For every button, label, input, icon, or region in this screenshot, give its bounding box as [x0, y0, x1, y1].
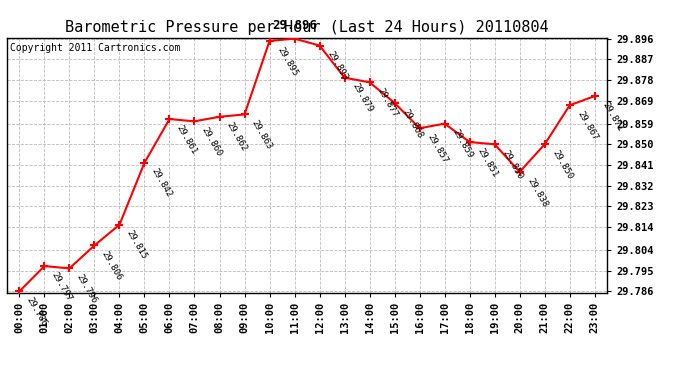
Text: 29.842: 29.842	[150, 167, 174, 199]
Text: 29.857: 29.857	[425, 132, 449, 165]
Text: 29.867: 29.867	[575, 110, 599, 142]
Text: 29.860: 29.860	[200, 126, 224, 158]
Text: 29.815: 29.815	[125, 229, 149, 261]
Text: 29.896: 29.896	[272, 19, 317, 32]
Text: 29.879: 29.879	[350, 82, 374, 114]
Text: 29.863: 29.863	[250, 118, 274, 151]
Title: Barometric Pressure per Hour (Last 24 Hours) 20110804: Barometric Pressure per Hour (Last 24 Ho…	[66, 20, 549, 35]
Text: 29.796: 29.796	[75, 273, 99, 305]
Text: 29.861: 29.861	[175, 123, 199, 156]
Text: 29.838: 29.838	[525, 176, 549, 209]
Text: 29.868: 29.868	[400, 107, 424, 140]
Text: 29.797: 29.797	[50, 270, 74, 303]
Text: 29.850: 29.850	[550, 148, 574, 181]
Text: 29.871: 29.871	[600, 100, 624, 133]
Text: 29.851: 29.851	[475, 146, 499, 178]
Text: 29.893: 29.893	[325, 50, 349, 82]
Text: 29.786: 29.786	[25, 296, 49, 328]
Text: 29.859: 29.859	[450, 128, 474, 160]
Text: 29.862: 29.862	[225, 121, 249, 153]
Text: Copyright 2011 Cartronics.com: Copyright 2011 Cartronics.com	[10, 43, 180, 52]
Text: 29.850: 29.850	[500, 148, 524, 181]
Text: 29.806: 29.806	[100, 250, 124, 282]
Text: 29.895: 29.895	[275, 45, 299, 78]
Text: 29.877: 29.877	[375, 87, 399, 119]
